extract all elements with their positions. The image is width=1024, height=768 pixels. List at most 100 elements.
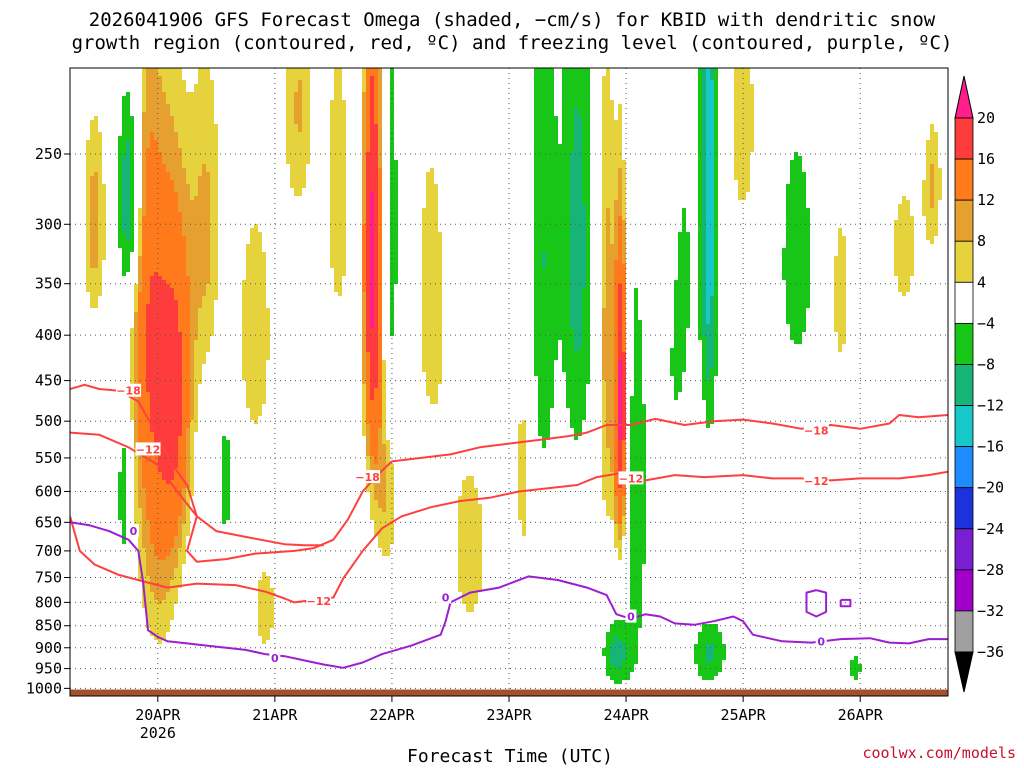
contour-line	[839, 598, 852, 608]
omega-cell	[802, 172, 806, 332]
omega-cell	[474, 488, 478, 604]
omega-cell	[302, 68, 306, 188]
colorbar-label: −8	[977, 355, 995, 373]
source-credit[interactable]: coolwx.com/models	[862, 744, 1016, 762]
colorbar-label: 4	[977, 273, 986, 291]
contour-label-bg	[269, 650, 281, 664]
omega-cell	[258, 232, 262, 416]
omega-cell	[174, 300, 178, 468]
omega-cell	[710, 80, 714, 296]
omega-cell	[370, 68, 374, 76]
omega-cell	[154, 556, 158, 600]
contour-label-bg	[618, 471, 644, 485]
omega-cell	[842, 236, 846, 344]
omega-cell	[306, 68, 310, 164]
omega-cell	[182, 524, 186, 564]
omega-cell	[610, 624, 614, 644]
omega-cell	[90, 176, 94, 268]
omega-cell	[366, 424, 370, 456]
omega-cell	[618, 360, 622, 440]
omega-cell	[362, 92, 366, 224]
omega-cell	[366, 68, 370, 152]
omega-cell	[742, 68, 746, 200]
omega-cell	[286, 68, 290, 164]
omega-cell	[706, 644, 710, 664]
omega-cell	[162, 164, 166, 280]
omega-cell	[618, 524, 622, 540]
colorbar-label: −16	[977, 438, 1004, 456]
omega-cell	[686, 232, 690, 328]
contour-label: −12	[804, 475, 829, 488]
omega-cell	[226, 440, 230, 520]
omega-cell	[714, 68, 718, 376]
omega-cell	[906, 200, 910, 292]
omega-cell	[162, 280, 166, 480]
omega-cell	[534, 68, 538, 376]
omega-cell	[370, 400, 374, 456]
omega-cell	[162, 92, 166, 164]
omega-cell	[126, 140, 130, 240]
omega-cell	[798, 156, 802, 344]
omega-cell	[618, 488, 622, 524]
omega-cell	[558, 144, 562, 340]
y-tick-label: 550	[35, 449, 62, 467]
omega-cell	[166, 172, 170, 284]
omega-cell	[126, 92, 130, 140]
omega-cell	[294, 92, 298, 124]
omega-cell	[142, 112, 146, 216]
omega-cell	[702, 624, 706, 680]
omega-cell	[470, 476, 474, 612]
omega-cell	[614, 496, 618, 524]
omega-cell	[334, 68, 338, 292]
omega-cell	[706, 380, 710, 428]
omega-cell	[134, 312, 138, 448]
omega-cell	[622, 160, 626, 220]
colorbar-swatch	[954, 158, 974, 201]
omega-cell	[130, 328, 134, 420]
x-axis-title: Forecast Time (UTC)	[407, 746, 613, 767]
omega-cell	[186, 184, 190, 276]
omega-cell	[390, 68, 394, 336]
omega-cell	[738, 68, 742, 200]
contour-label-bg	[625, 609, 637, 623]
omega-cell	[614, 200, 618, 260]
contour-label: −12	[136, 443, 161, 456]
omega-cell	[242, 280, 246, 380]
omega-cell	[458, 496, 462, 592]
omega-cell	[850, 660, 854, 676]
omega-cell	[622, 644, 626, 660]
omega-cell	[786, 184, 790, 324]
omega-cell	[378, 428, 382, 508]
colorbar-label: −12	[977, 397, 1004, 415]
omega-cell	[750, 84, 754, 152]
omega-cell	[706, 68, 710, 324]
omega-cell	[162, 68, 166, 92]
omega-cell	[138, 292, 142, 444]
omega-cell	[794, 152, 798, 344]
omega-cell	[362, 224, 366, 292]
omega-cell	[178, 212, 182, 332]
omega-cell	[566, 68, 570, 408]
terrain-fill	[70, 689, 948, 696]
omega-cell	[186, 92, 190, 184]
omega-cell	[578, 116, 582, 348]
omega-cell	[118, 136, 122, 248]
omega-cell	[174, 468, 178, 536]
omega-cell	[622, 496, 626, 516]
omega-cell	[94, 268, 98, 308]
omega-cell	[910, 216, 914, 276]
omega-cell	[362, 68, 366, 92]
colorbar: 20 16 12 8 4 −4 −8 −12 −16 −20 −24 −28 −32 −36	[954, 75, 1004, 693]
omega-cell	[146, 520, 150, 576]
contour-label: 0	[442, 592, 450, 605]
y-tick-label: 1000	[26, 679, 62, 697]
contour-label-bg	[803, 474, 829, 488]
omega-cell	[254, 224, 258, 424]
omega-cell	[126, 240, 130, 272]
omega-cell	[394, 160, 398, 284]
omega-cell	[166, 68, 170, 104]
omega-cell	[614, 260, 618, 496]
omega-cell	[202, 296, 206, 364]
contour-label-bg	[127, 524, 139, 538]
